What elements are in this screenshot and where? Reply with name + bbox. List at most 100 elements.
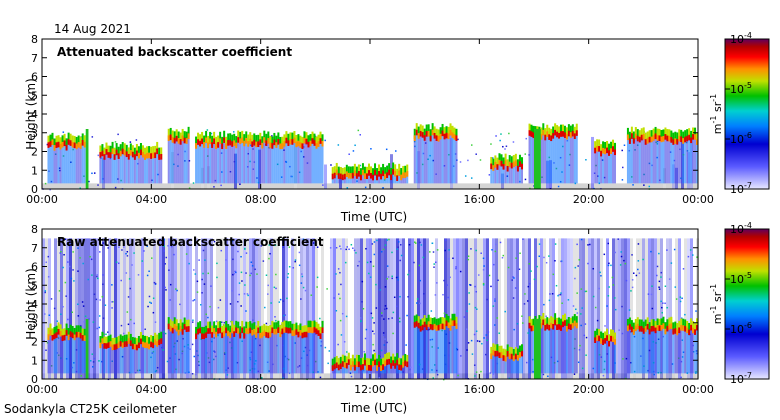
cloud-base <box>372 174 375 181</box>
cloud-base <box>57 141 60 148</box>
speckle <box>489 372 491 374</box>
speckle <box>202 272 204 275</box>
noise-column <box>492 238 495 379</box>
speckle <box>86 238 89 241</box>
speckle <box>274 244 277 247</box>
speckle <box>400 254 403 257</box>
cloud-base <box>688 329 691 336</box>
cloud-base <box>390 174 393 181</box>
noise-column <box>675 238 678 379</box>
cloud-band <box>636 317 639 328</box>
cloud-band <box>490 346 493 358</box>
cloud-diffuse <box>103 346 106 374</box>
cloud-band <box>279 324 282 336</box>
cloud-diffuse <box>55 336 58 374</box>
cloud-diffuse <box>181 139 184 184</box>
cloud-diffuse <box>516 358 519 374</box>
cloud-band <box>187 319 190 330</box>
cloud-diffuse <box>321 331 324 374</box>
cloud-diffuse <box>351 365 354 374</box>
cloud-band <box>490 156 493 168</box>
speckle <box>405 344 407 346</box>
cloud-base <box>658 135 661 142</box>
cloud-diffuse <box>101 154 104 184</box>
speckle <box>602 374 605 377</box>
speckle <box>619 264 622 266</box>
speckle <box>407 273 409 276</box>
cloud-diffuse <box>223 334 226 374</box>
noise-column <box>282 238 285 379</box>
speckle <box>250 272 252 275</box>
cloud-band <box>57 135 60 146</box>
cloud-base <box>396 359 399 366</box>
cloud-base <box>425 324 428 331</box>
speckle <box>395 305 398 308</box>
noise-column <box>363 238 366 379</box>
speckle <box>637 243 640 245</box>
speckle <box>561 302 563 304</box>
cloud-band <box>156 141 159 153</box>
noise-column <box>102 238 105 379</box>
cloud-diffuse <box>223 141 226 184</box>
cloud-diffuse <box>160 342 163 374</box>
cloud-diffuse <box>361 173 364 184</box>
noise-column <box>522 238 525 379</box>
speckle <box>482 284 485 286</box>
cloud-band <box>666 129 669 140</box>
cloud-band <box>303 131 306 142</box>
speckle <box>77 247 79 249</box>
cloud-base <box>321 327 324 334</box>
cloud-base <box>175 135 178 142</box>
cloud-diffuse <box>65 333 68 374</box>
cloud-base <box>293 330 296 337</box>
cloud-base <box>642 328 645 334</box>
cloud-base <box>61 141 64 148</box>
cloud-diffuse <box>195 337 198 374</box>
speckle <box>413 241 416 243</box>
cloud-diffuse <box>425 134 428 184</box>
noise-column <box>204 238 207 379</box>
cloud-diffuse <box>265 335 268 374</box>
speckle <box>163 330 165 333</box>
cloud-base <box>664 134 667 140</box>
cloud-diffuse <box>363 363 366 374</box>
cloud-band <box>121 142 124 153</box>
cloud-band <box>243 326 246 337</box>
cloud-base <box>552 133 555 139</box>
speckle <box>446 284 448 286</box>
cloud-base <box>181 329 184 335</box>
speckle <box>373 349 375 352</box>
speckle <box>231 240 234 242</box>
speckle <box>614 308 617 311</box>
cloud-diffuse <box>676 333 679 374</box>
speckle <box>155 148 157 151</box>
cloud-diffuse <box>148 156 151 184</box>
speckle <box>262 260 265 262</box>
cloud-base <box>150 153 153 159</box>
cloud-band <box>313 133 316 144</box>
cloud-diffuse <box>175 329 178 374</box>
cloud-diffuse <box>150 157 153 184</box>
cloud-base <box>638 136 641 143</box>
cloud-diffuse <box>353 174 356 184</box>
cloud-band <box>367 163 370 174</box>
speckle <box>470 339 473 342</box>
noise-column <box>54 238 57 379</box>
cloud-base <box>398 364 401 370</box>
cloud-base <box>374 169 377 176</box>
cloud-diffuse <box>207 146 210 184</box>
cloud-band <box>413 315 416 326</box>
cloud-base <box>453 134 456 140</box>
speckle <box>495 243 497 246</box>
speckle <box>99 299 101 301</box>
speckle <box>630 290 632 292</box>
cloud-band <box>431 318 434 329</box>
speckle <box>380 312 383 314</box>
cloud-base <box>528 322 531 329</box>
cloud-band <box>77 325 80 336</box>
speckle <box>282 246 285 248</box>
cloud-base <box>303 331 306 338</box>
cloud-band <box>53 327 56 338</box>
cloud-band <box>107 335 110 347</box>
cloud-band <box>169 319 172 330</box>
